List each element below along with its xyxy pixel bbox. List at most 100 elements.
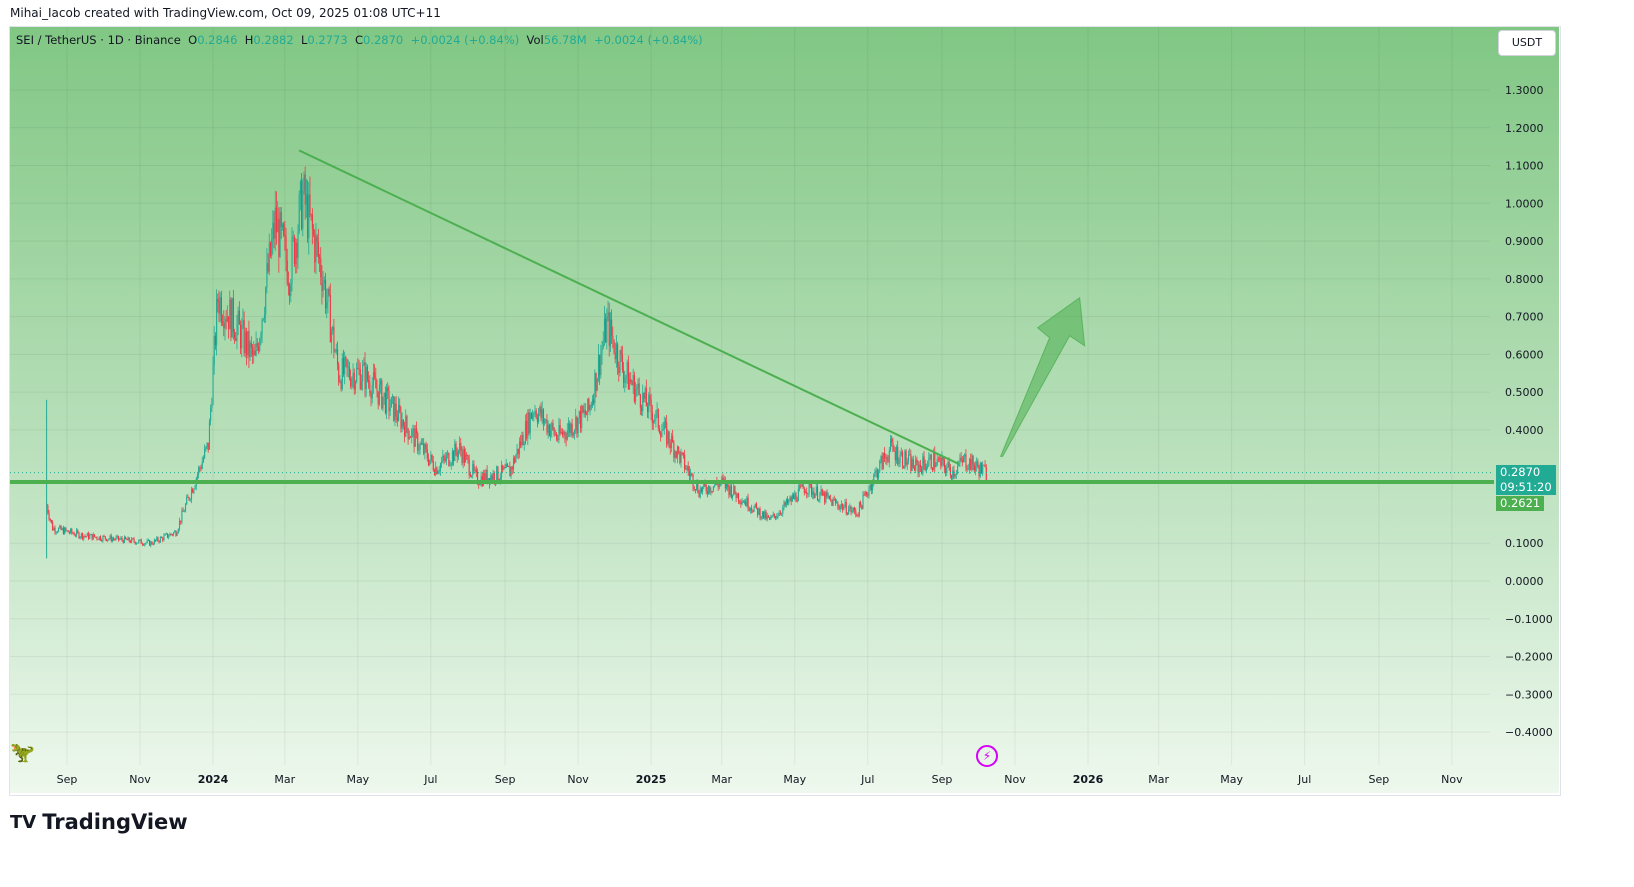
candle-body: [651, 412, 653, 424]
candle-body: [724, 480, 726, 489]
candle-body: [54, 527, 56, 533]
candle-body: [225, 319, 227, 322]
candle-body: [795, 493, 797, 501]
candle-body: [941, 456, 943, 466]
candle-body: [516, 448, 518, 456]
candle-body: [265, 287, 267, 315]
candle-body: [402, 419, 404, 427]
candle-body: [376, 388, 378, 392]
candle-body: [808, 482, 810, 494]
candle-body: [711, 491, 713, 492]
open-label: O: [188, 33, 198, 47]
candle-body: [905, 450, 907, 465]
candle-body: [98, 536, 100, 540]
y-tick-label: 1.2000: [1505, 122, 1544, 135]
candle-body: [794, 493, 796, 499]
candle-body: [281, 224, 284, 228]
candle-body: [922, 456, 924, 474]
candle-body: [96, 537, 98, 539]
candle-body: [963, 456, 965, 463]
candle-body: [95, 536, 97, 538]
candle-body: [612, 335, 614, 340]
candle-body: [213, 335, 215, 365]
candle-body: [404, 426, 406, 437]
candle-body: [763, 511, 765, 519]
candle-body: [536, 417, 538, 423]
candle-body: [830, 498, 832, 500]
candle-body: [475, 469, 477, 472]
candle-body: [735, 493, 737, 499]
symbol-label[interactable]: SEI / TetherUS · 1D · Binance: [16, 33, 181, 47]
candle-body: [796, 500, 798, 502]
y-tick-label: 0.6000: [1505, 348, 1544, 361]
replay-icon[interactable]: ⚡: [976, 745, 998, 767]
candle-body: [290, 283, 292, 296]
candle-body: [890, 438, 892, 451]
candle-body: [700, 488, 702, 492]
x-tick-label: Nov: [567, 773, 589, 786]
candle-body: [359, 368, 361, 389]
candle-body: [316, 236, 318, 243]
x-tick-label: Mar: [1148, 773, 1169, 786]
candle-body: [893, 449, 895, 452]
brand-name: TradingView: [42, 810, 188, 834]
candle-body: [246, 331, 248, 355]
candle-body: [843, 506, 845, 510]
candle-body: [109, 535, 111, 539]
candle-body: [65, 527, 67, 531]
candle-body: [205, 446, 207, 449]
candle-body: [84, 536, 86, 537]
x-tick-label: May: [346, 773, 369, 786]
candle-body: [973, 464, 975, 471]
candle-body: [483, 472, 485, 486]
candle-body: [438, 470, 440, 472]
candle-body: [393, 396, 395, 421]
candle-body: [949, 467, 951, 476]
candle-body: [129, 541, 132, 543]
x-tick-label: Nov: [1004, 773, 1026, 786]
candle-body: [62, 528, 64, 535]
candle-body: [279, 212, 281, 257]
candle-body: [807, 493, 809, 495]
candle-body: [198, 467, 200, 475]
candle-body: [396, 416, 398, 421]
candle-body: [736, 493, 738, 499]
candle-body: [526, 421, 528, 439]
candle-body: [745, 501, 747, 506]
candle-body: [101, 540, 103, 541]
candle-body: [911, 459, 913, 471]
candle-body: [562, 432, 564, 435]
high-label: H: [244, 33, 254, 47]
candle-body: [387, 387, 389, 391]
candle-body: [836, 502, 838, 504]
candle-body: [856, 514, 858, 516]
candle-body: [595, 372, 597, 391]
candle-body: [863, 494, 865, 496]
candle-body: [697, 482, 699, 493]
candle-body: [116, 535, 118, 538]
candle-body: [477, 471, 479, 484]
candle-body: [473, 464, 475, 471]
candle-body: [425, 444, 427, 450]
candle-body: [128, 537, 130, 542]
candle-body: [888, 450, 890, 462]
candle-body: [260, 334, 262, 340]
candle-body: [608, 312, 610, 346]
candle-body: [578, 411, 580, 418]
candle-body: [508, 466, 510, 467]
candle-body: [777, 515, 779, 517]
y-tick-label: 0.0000: [1505, 575, 1544, 588]
dino-icon[interactable]: 🦖: [10, 740, 35, 764]
candle-body: [553, 428, 555, 435]
candle-body: [238, 310, 240, 325]
candle-body: [679, 451, 681, 463]
currency-button[interactable]: USDT: [1498, 30, 1556, 56]
x-tick-label: Jul: [860, 773, 874, 786]
candle-body: [551, 423, 553, 431]
candle-body: [384, 392, 386, 413]
candle-body: [521, 434, 523, 446]
candle-body: [589, 405, 591, 411]
candle-body: [643, 392, 645, 399]
candle-body: [685, 468, 687, 470]
